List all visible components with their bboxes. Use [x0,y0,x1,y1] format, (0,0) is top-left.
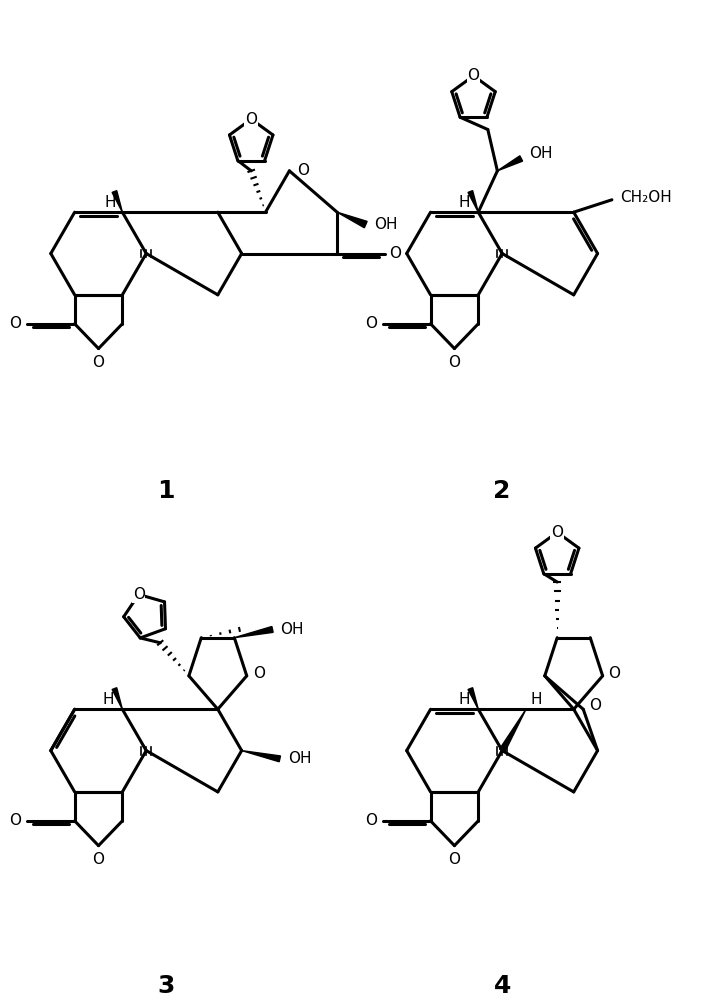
Text: OH: OH [280,622,304,637]
Text: O: O [609,666,621,681]
Text: OH: OH [529,146,552,161]
Polygon shape [235,627,273,638]
Text: O: O [297,163,309,178]
Polygon shape [468,688,479,709]
Polygon shape [112,688,122,709]
Polygon shape [498,156,523,171]
Text: H: H [102,692,114,707]
Text: O: O [449,852,461,867]
Text: O: O [389,246,401,261]
Polygon shape [112,191,122,212]
Text: O: O [252,666,264,681]
Text: OH: OH [288,751,311,766]
Text: O: O [551,525,563,540]
Text: CH₂OH: CH₂OH [620,190,672,205]
Text: O: O [92,355,105,370]
Text: O: O [468,68,479,83]
Text: H: H [530,692,542,707]
Text: O: O [9,813,21,828]
Polygon shape [468,191,479,212]
Text: O: O [92,852,105,867]
Text: 3: 3 [157,974,175,998]
Text: O: O [365,316,377,331]
Text: H: H [105,195,116,210]
Text: O: O [589,698,602,713]
Text: O: O [449,355,461,370]
Polygon shape [337,212,367,228]
Text: H: H [459,692,470,707]
Text: 4: 4 [493,974,510,998]
Text: 2: 2 [493,479,510,503]
Text: 1: 1 [157,479,175,503]
Polygon shape [242,751,280,762]
Text: OH: OH [374,217,397,232]
Text: O: O [245,112,257,127]
Text: O: O [365,813,377,828]
Text: H: H [459,195,470,210]
Text: O: O [9,316,21,331]
Polygon shape [500,709,526,752]
Text: O: O [133,587,145,602]
